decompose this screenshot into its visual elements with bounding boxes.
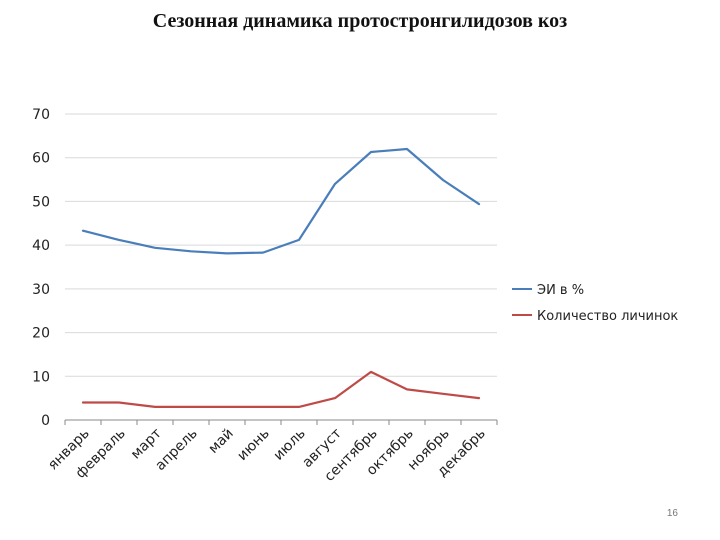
data-point bbox=[117, 401, 121, 405]
legend-label: ЭИ в % bbox=[537, 283, 584, 298]
data-point bbox=[81, 401, 85, 405]
data-point bbox=[261, 251, 265, 255]
y-tick-label: 60 bbox=[32, 151, 50, 167]
data-point bbox=[369, 370, 373, 374]
data-point bbox=[81, 229, 85, 233]
data-point bbox=[297, 405, 301, 409]
y-tick-label: 20 bbox=[32, 326, 50, 342]
slide-title: Сезонная динамика протостронгилидозов ко… bbox=[152, 10, 568, 32]
x-axis bbox=[64, 419, 498, 425]
y-tick-label: 70 bbox=[32, 107, 50, 123]
data-point bbox=[477, 396, 481, 400]
data-point bbox=[369, 150, 373, 154]
data-point bbox=[297, 238, 301, 242]
series-line-1 bbox=[81, 147, 481, 255]
data-point bbox=[405, 387, 409, 391]
y-tick-label: 40 bbox=[32, 238, 50, 254]
y-tick-label: 30 bbox=[32, 282, 50, 298]
y-axis-tick-labels: 0 10 20 30 40 50 60 70 bbox=[32, 107, 50, 429]
y-tick-label: 50 bbox=[32, 194, 50, 210]
data-point bbox=[477, 202, 481, 206]
data-point bbox=[189, 249, 193, 253]
data-point bbox=[153, 246, 157, 250]
x-category-label: май bbox=[206, 426, 237, 457]
data-point bbox=[261, 405, 265, 409]
chart-legend: ЭИ в % Количество личинок bbox=[512, 283, 678, 324]
page-number: 16 bbox=[666, 508, 678, 519]
x-category-label: июнь bbox=[234, 426, 272, 464]
data-point bbox=[333, 182, 337, 186]
chart-series-lines bbox=[81, 147, 481, 409]
data-point bbox=[441, 178, 445, 182]
y-tick-label: 0 bbox=[41, 413, 50, 429]
series-line-2 bbox=[81, 370, 481, 408]
data-point bbox=[153, 405, 157, 409]
y-tick-label: 10 bbox=[32, 369, 50, 385]
data-point bbox=[441, 392, 445, 396]
data-point bbox=[225, 251, 229, 255]
legend-label: Количество личинок bbox=[537, 309, 678, 324]
data-point bbox=[189, 405, 193, 409]
data-point bbox=[405, 147, 409, 151]
data-point bbox=[333, 396, 337, 400]
data-point bbox=[117, 238, 121, 242]
data-point bbox=[225, 405, 229, 409]
